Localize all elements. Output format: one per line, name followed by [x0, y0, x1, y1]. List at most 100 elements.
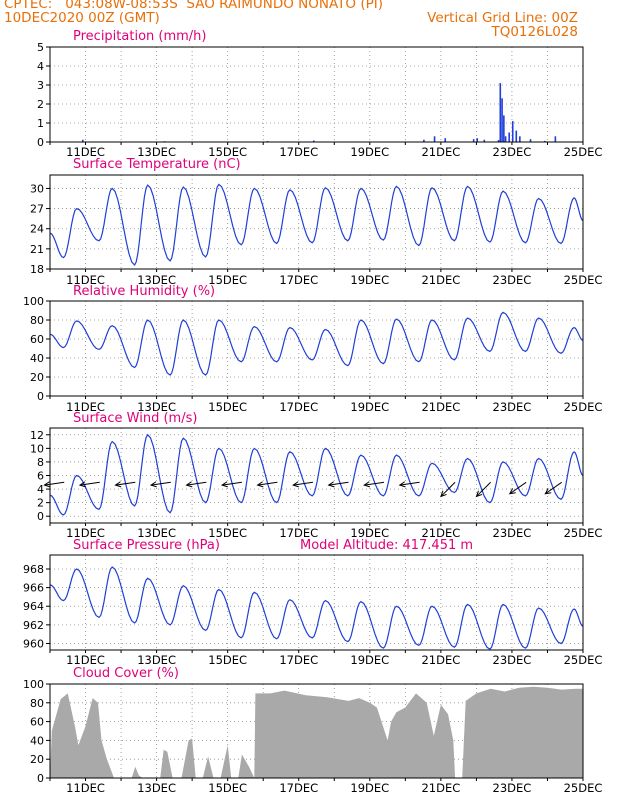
precip-bar — [508, 132, 510, 142]
precip-bar — [444, 138, 447, 142]
x-tick-label: 23DEC — [493, 273, 532, 287]
panel-title: Cloud Cover (%) — [73, 666, 179, 681]
y-tick-label: 0 — [37, 136, 44, 149]
y-tick-label: 40 — [30, 352, 44, 365]
precip-bar — [433, 136, 436, 142]
x-tick-label: 11DEC — [66, 653, 105, 667]
x-tick-label: 25DEC — [564, 400, 603, 414]
wind-arrow — [328, 481, 349, 486]
y-tick-label: 20 — [30, 371, 44, 384]
x-tick-label: 25DEC — [564, 526, 603, 540]
panel-title: Precipitation (mm/h) — [73, 29, 206, 44]
wind-arrow — [150, 481, 171, 486]
wind-arrow — [509, 481, 527, 495]
y-tick-label: 10 — [30, 442, 44, 455]
series-line — [49, 566, 584, 650]
grid-line-note: Vertical Grid Line: 00Z — [427, 10, 578, 26]
panel-2: 0 20 40 60 80 100 11DEC 13DEC 15DEC 17DEC 19DEC 21D… — [23, 284, 602, 414]
wind-arrow-head — [149, 481, 157, 488]
panel-frame — [49, 300, 584, 397]
panel-frame — [49, 554, 584, 651]
x-tick-label: 13DEC — [137, 145, 176, 159]
wind-arrow — [186, 481, 207, 486]
x-tick-label: 23DEC — [493, 526, 532, 540]
y-tick-label: 4 — [37, 483, 44, 496]
x-tick-label: 19DEC — [350, 400, 389, 414]
y-tick-label: 30 — [30, 182, 44, 195]
x-tick-label: 25DEC — [564, 145, 603, 159]
wind-arrow-head — [544, 488, 552, 495]
wind-arrow-head — [43, 481, 51, 488]
y-tick-label: 6 — [37, 470, 44, 483]
panel-5: 0 20 40 60 80 100 11DEC 13DEC 15DEC 17DEC 19DEC 21D… — [23, 666, 602, 795]
y-tick-label: 968 — [23, 563, 44, 576]
y-tick-label: 2 — [37, 497, 44, 510]
x-tick-label: 19DEC — [350, 273, 389, 287]
precip-bar — [81, 139, 84, 142]
x-tick-label: 25DEC — [564, 273, 603, 287]
y-tick-label: 5 — [37, 41, 44, 54]
x-tick-label: 13DEC — [137, 526, 176, 540]
x-tick-label: 21DEC — [421, 400, 460, 414]
x-tick-label: 11DEC — [66, 273, 105, 287]
x-tick-label: 15DEC — [208, 653, 247, 667]
x-tick-label: 13DEC — [137, 400, 176, 414]
y-tick-label: 100 — [23, 295, 44, 308]
y-tick-label: 8 — [37, 456, 44, 469]
x-tick-label: 17DEC — [279, 653, 318, 667]
wind-arrow — [399, 481, 420, 486]
panel-subtitle: Model Altitude: 417.451 m — [300, 538, 473, 553]
wind-arrow — [222, 481, 242, 486]
wind-arrow-head — [220, 481, 228, 488]
x-tick-label: 11DEC — [66, 400, 105, 414]
x-tick-label: 11DEC — [66, 145, 105, 159]
wind-arrow — [257, 481, 278, 486]
x-tick-label: 19DEC — [350, 526, 389, 540]
y-tick-label: 3 — [37, 79, 44, 92]
precip-bar — [543, 140, 546, 142]
x-tick-label: 17DEC — [279, 526, 318, 540]
cloud-cover-area — [50, 686, 583, 778]
y-tick-label: 960 — [23, 637, 44, 650]
x-tick-label: 17DEC — [279, 273, 318, 287]
x-tick-label: 21DEC — [421, 273, 460, 287]
y-tick-label: 60 — [30, 716, 44, 729]
precip-bar — [499, 83, 502, 142]
x-tick-label: 17DEC — [279, 781, 318, 795]
wind-arrow — [44, 481, 65, 486]
x-tick-label: 23DEC — [493, 145, 532, 159]
run-date: 10DEC2020 00Z (GMT) — [4, 10, 160, 26]
y-tick-label: 0 — [37, 772, 44, 785]
y-tick-label: 100 — [23, 678, 44, 691]
y-tick-label: 962 — [23, 619, 44, 632]
x-tick-label: 13DEC — [137, 781, 176, 795]
x-tick-label: 13DEC — [137, 273, 176, 287]
x-tick-label: 19DEC — [350, 653, 389, 667]
x-tick-label: 25DEC — [564, 653, 603, 667]
y-tick-label: 24 — [30, 223, 44, 236]
x-tick-label: 15DEC — [208, 145, 247, 159]
precip-bar — [423, 139, 425, 142]
wind-arrow — [476, 481, 491, 497]
y-tick-label: 964 — [23, 600, 44, 613]
x-tick-label: 15DEC — [208, 273, 247, 287]
precip-bar — [515, 130, 518, 142]
panel-title: Relative Humidity (%) — [73, 284, 215, 299]
series-line — [49, 183, 584, 267]
y-tick-label: 0 — [37, 510, 44, 523]
x-tick-label: 19DEC — [350, 781, 389, 795]
panel-title: Surface Temperature (nC) — [73, 157, 241, 172]
x-tick-label: 15DEC — [208, 781, 247, 795]
y-tick-label: 1 — [37, 117, 44, 130]
y-tick-label: 80 — [30, 314, 44, 327]
precip-bar — [483, 139, 486, 142]
y-tick-label: 40 — [30, 734, 44, 747]
precip-bar — [503, 115, 505, 142]
x-tick-label: 15DEC — [208, 400, 247, 414]
panel-title: Surface Pressure (hPa) — [73, 538, 220, 553]
y-tick-label: 0 — [37, 390, 44, 403]
panel-frame — [49, 427, 584, 524]
x-tick-label: 23DEC — [493, 653, 532, 667]
panel-frame — [49, 174, 584, 270]
product-code: TQ0126L028 — [491, 24, 578, 40]
